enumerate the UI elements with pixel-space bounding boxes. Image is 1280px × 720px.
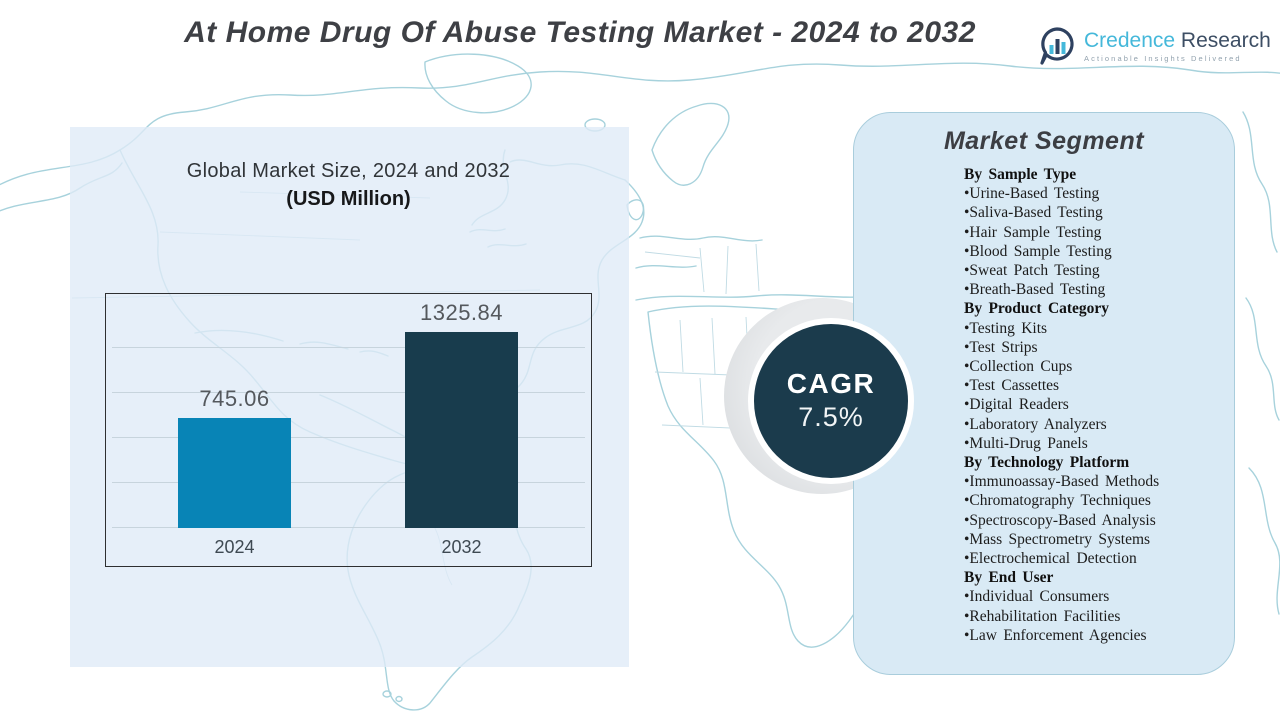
chart-backdrop-rect <box>70 127 629 667</box>
segment-item: •Sweat Patch Testing <box>964 262 1100 280</box>
logo-name-secondary: Research <box>1180 29 1271 52</box>
bar-chart: 745.06 2024 1325.84 2032 <box>105 293 592 567</box>
logo-text: Credence Research Actionable Insights De… <box>1084 26 1271 64</box>
page-title: At Home Drug Of Abuse Testing Market - 2… <box>184 16 976 49</box>
gridline <box>112 527 585 528</box>
bar-group-2024: 745.06 2024 <box>178 386 291 557</box>
segment-item: •Test Strips <box>964 338 1038 356</box>
bar-category-label: 2032 <box>441 537 482 557</box>
segment-item: •Electrochemical Detection <box>964 550 1137 568</box>
bar-group-2032: 1325.84 2032 <box>405 300 518 557</box>
segment-item: •Collection Cups <box>964 358 1073 376</box>
segment-item: •Blood Sample Testing <box>964 242 1112 260</box>
segment-item: •Testing Kits <box>964 319 1048 337</box>
chart-subtitle: (USD Million) <box>286 188 411 210</box>
segment-item: •Mass Spectrometry Systems <box>964 530 1151 548</box>
gridline <box>112 482 585 483</box>
credence-research-logo: Credence Research Actionable Insights De… <box>1036 26 1271 70</box>
cagr-value: 7.5% <box>798 402 864 432</box>
logo-bar-chart-icon <box>1040 27 1074 65</box>
segment-item: •Rehabilitation Facilities <box>964 607 1121 625</box>
segment-item: •Urine-Based Testing <box>964 185 1100 203</box>
bar-2032 <box>405 332 518 528</box>
logo-name: Credence Research <box>1084 30 1271 52</box>
segment-item: •Digital Readers <box>964 396 1069 414</box>
segment-item: •Breath-Based Testing <box>964 281 1106 299</box>
segment-item: •Law Enforcement Agencies <box>964 626 1147 644</box>
bar-value-label: 1325.84 <box>419 300 504 326</box>
bar-value-label: 745.06 <box>199 386 270 412</box>
segment-item: •Immunoassay-Based Methods <box>964 473 1160 491</box>
segment-item: •Individual Consumers <box>964 588 1110 606</box>
gridline <box>112 392 585 393</box>
segment-list: By Sample Type •Urine-Based Testing •Saliv… <box>964 165 1220 645</box>
segment-item: •Laboratory Analyzers <box>964 415 1107 433</box>
segment-item: •Spectroscopy-Based Analysis <box>964 511 1156 529</box>
logo-name-primary: Credence <box>1084 29 1176 52</box>
segment-item: •Saliva-Based Testing <box>964 204 1103 222</box>
segment-heading: By Technology Platform <box>964 454 1130 472</box>
cagr-badge: CAGR 7.5% <box>748 318 914 484</box>
cagr-label: CAGR <box>786 368 876 399</box>
gridline <box>112 347 585 348</box>
segment-item: •Chromatography Techniques <box>964 492 1151 510</box>
segment-item: •Hair Sample Testing <box>964 223 1102 241</box>
bar-plot: 745.06 2024 1325.84 2032 <box>106 294 591 566</box>
segment-item: •Test Cassettes <box>964 377 1060 395</box>
segment-heading: By Product Category <box>964 300 1110 318</box>
chart-title: Global Market Size, 2024 and 2032 <box>186 160 511 182</box>
gridline <box>112 437 585 438</box>
market-segment-panel: Market Segment By Sample Type •Urine-Base… <box>853 112 1235 675</box>
segment-item: •Multi-Drug Panels <box>964 434 1088 452</box>
segment-heading: By End User <box>964 569 1054 587</box>
bar-category-label: 2024 <box>214 537 255 557</box>
logo-tagline: Actionable Insights Delivered <box>1084 54 1242 63</box>
bar-2024 <box>178 418 291 528</box>
segment-panel-title: Market Segment <box>943 127 1145 155</box>
map-arctic-coast <box>0 62 1280 186</box>
segment-heading: By Sample Type <box>964 166 1077 183</box>
